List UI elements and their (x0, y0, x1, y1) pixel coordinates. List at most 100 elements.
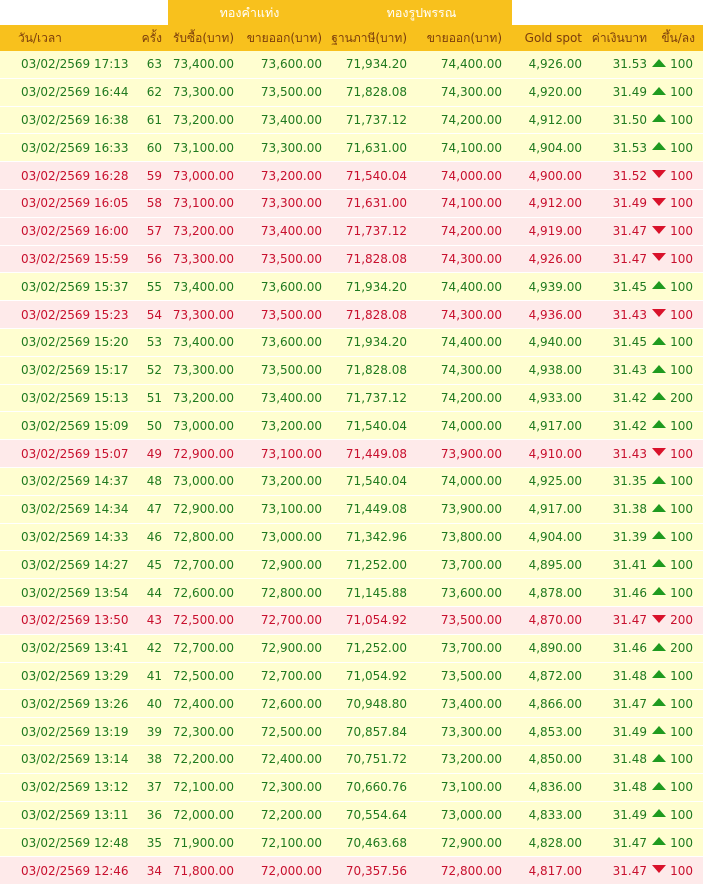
bar-buy-cell: 73,100.00 (162, 189, 234, 218)
tax-base-cell: 71,828.08 (322, 356, 407, 385)
thb-rate-cell: 31.47 (582, 829, 647, 858)
change-cell: 100 (647, 356, 703, 385)
ornament-sell-cell: 73,100.00 (407, 773, 502, 802)
change-value: 100 (670, 529, 693, 544)
bar-sell-cell: 72,900.00 (234, 634, 322, 663)
datetime-cell: 03/02/2569 13:50 (0, 606, 131, 635)
tax-base-cell: 71,934.20 (322, 328, 407, 357)
datetime-cell: 03/02/2569 12:48 (0, 829, 131, 858)
ornament-sell-cell: 73,900.00 (407, 440, 502, 468)
table-row: 03/02/2569 15:20 53 73,400.00 73,600.00 71,9… (0, 328, 703, 357)
bar-buy-cell: 72,400.00 (162, 690, 234, 719)
table-row: 03/02/2569 15:59 56 73,300.00 73,500.00 71,8… (0, 245, 703, 274)
thb-rate-cell: 31.46 (582, 634, 647, 663)
thb-rate-cell: 31.45 (582, 273, 647, 302)
bar-sell-cell: 73,000.00 (234, 523, 322, 552)
change-value: 100 (670, 140, 693, 155)
change-value: 100 (670, 307, 693, 322)
tax-base-cell: 70,660.76 (322, 773, 407, 802)
ornament-sell-cell: 74,400.00 (407, 51, 502, 79)
bar-sell-cell: 72,800.00 (234, 579, 322, 607)
bar-sell-cell: 72,400.00 (234, 745, 322, 774)
arrow-up-icon (652, 642, 667, 651)
arrow-up-icon (652, 281, 667, 290)
ornament-sell-cell: 74,200.00 (407, 217, 502, 246)
col-header-change: ขึ้น/ลง (647, 25, 703, 51)
table-row: 03/02/2569 13:19 39 72,300.00 72,500.00 70,8… (0, 718, 703, 746)
table-row: 03/02/2569 14:34 47 72,900.00 73,100.00 71,4… (0, 495, 703, 524)
col-header-datetime: วัน/เวลา (0, 25, 131, 51)
gold-spot-cell: 4,872.00 (502, 662, 582, 691)
thb-rate-cell: 31.42 (582, 384, 647, 413)
ornament-sell-cell: 73,600.00 (407, 579, 502, 607)
tax-base-cell: 71,540.04 (322, 162, 407, 190)
arrow-down-icon (652, 170, 667, 179)
bar-sell-cell: 72,100.00 (234, 829, 322, 858)
change-value: 100 (670, 363, 693, 378)
table-row: 03/02/2569 13:50 43 72,500.00 72,700.00 71,0… (0, 606, 703, 635)
change-value: 100 (670, 57, 693, 72)
round-cell: 35 (131, 829, 162, 858)
datetime-cell: 03/02/2569 16:44 (0, 78, 131, 107)
arrow-up-icon (652, 392, 667, 401)
change-cell: 100 (647, 78, 703, 107)
datetime-cell: 03/02/2569 13:54 (0, 579, 131, 607)
tax-base-cell: 71,252.00 (322, 634, 407, 663)
bar-sell-cell: 72,000.00 (234, 857, 322, 885)
table-row: 03/02/2569 16:05 58 73,100.00 73,300.00 71,6… (0, 189, 703, 218)
change-cell: 100 (647, 690, 703, 719)
bar-sell-cell: 73,400.00 (234, 106, 322, 135)
ornament-sell-cell: 74,100.00 (407, 134, 502, 163)
gold-spot-cell: 4,890.00 (502, 634, 582, 663)
bar-sell-cell: 73,500.00 (234, 356, 322, 385)
bar-sell-cell: 72,600.00 (234, 690, 322, 719)
ornament-sell-cell: 74,200.00 (407, 384, 502, 413)
datetime-cell: 03/02/2569 15:59 (0, 245, 131, 274)
table-row: 03/02/2569 12:46 34 71,800.00 72,000.00 70,3… (0, 857, 703, 885)
change-value: 100 (670, 502, 693, 517)
table-row: 03/02/2569 13:12 37 72,100.00 72,300.00 70,6… (0, 773, 703, 802)
arrow-down-icon (652, 614, 667, 623)
tax-base-cell: 71,054.92 (322, 606, 407, 635)
thb-rate-cell: 31.47 (582, 245, 647, 274)
price-table: วัน/เวลา ครั้ง รับซื้อ(บาท) ขายออก(บาท) … (0, 25, 703, 885)
change-value: 100 (670, 668, 693, 683)
change-value: 100 (670, 780, 693, 795)
round-cell: 60 (131, 134, 162, 163)
tax-base-cell: 70,948.80 (322, 690, 407, 719)
table-row: 03/02/2569 13:11 36 72,000.00 72,200.00 70,5… (0, 801, 703, 830)
change-value: 100 (670, 85, 693, 100)
change-cell: 100 (647, 857, 703, 885)
table-body: 03/02/2569 17:13 63 73,400.00 73,600.00 71,9… (0, 51, 703, 885)
gold-spot-cell: 4,910.00 (502, 440, 582, 468)
arrow-up-icon (652, 364, 667, 373)
tax-base-cell: 71,145.88 (322, 579, 407, 607)
bar-buy-cell: 71,900.00 (162, 829, 234, 858)
bar-sell-cell: 72,700.00 (234, 662, 322, 691)
gold-spot-cell: 4,850.00 (502, 745, 582, 774)
thb-rate-cell: 31.49 (582, 718, 647, 746)
tax-base-cell: 70,857.84 (322, 718, 407, 746)
arrow-up-icon (652, 559, 667, 568)
tax-base-cell: 71,737.12 (322, 217, 407, 246)
datetime-cell: 03/02/2569 14:34 (0, 495, 131, 524)
round-cell: 44 (131, 579, 162, 607)
ornament-sell-cell: 73,300.00 (407, 718, 502, 746)
thb-rate-cell: 31.52 (582, 162, 647, 190)
arrow-up-icon (652, 781, 667, 790)
gold-spot-cell: 4,917.00 (502, 495, 582, 524)
change-cell: 100 (647, 579, 703, 607)
bar-buy-cell: 72,500.00 (162, 606, 234, 635)
ornament-sell-cell: 74,000.00 (407, 412, 502, 441)
bar-sell-cell: 72,700.00 (234, 606, 322, 635)
datetime-cell: 03/02/2569 15:23 (0, 301, 131, 329)
change-cell: 100 (647, 829, 703, 858)
thb-rate-cell: 31.43 (582, 440, 647, 468)
ornament-sell-cell: 72,900.00 (407, 829, 502, 858)
change-cell: 100 (647, 718, 703, 746)
arrow-up-icon (652, 726, 667, 735)
round-cell: 37 (131, 773, 162, 802)
gold-spot-cell: 4,904.00 (502, 523, 582, 552)
table-row: 03/02/2569 13:26 40 72,400.00 72,600.00 70,9… (0, 690, 703, 719)
bar-buy-cell: 72,700.00 (162, 634, 234, 663)
